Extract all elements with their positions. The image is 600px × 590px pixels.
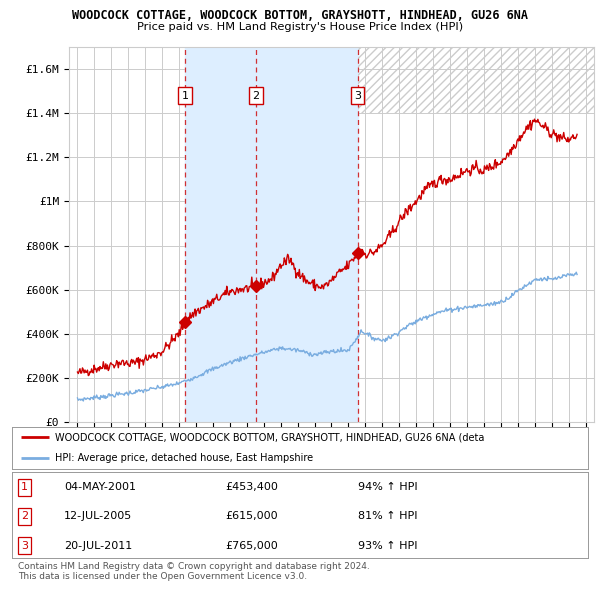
Text: 3: 3 bbox=[21, 540, 28, 550]
Bar bbox=[185, 47, 256, 422]
Bar bbox=[256, 47, 358, 422]
Text: 1: 1 bbox=[182, 91, 188, 101]
Text: HPI: Average price, detached house, East Hampshire: HPI: Average price, detached house, East… bbox=[55, 454, 313, 463]
Text: 3: 3 bbox=[354, 91, 361, 101]
Text: 1: 1 bbox=[21, 483, 28, 493]
Text: 2: 2 bbox=[21, 512, 28, 522]
Text: Contains HM Land Registry data © Crown copyright and database right 2024.
This d: Contains HM Land Registry data © Crown c… bbox=[18, 562, 370, 581]
Text: WOODCOCK COTTAGE, WOODCOCK BOTTOM, GRAYSHOTT, HINDHEAD, GU26 6NA: WOODCOCK COTTAGE, WOODCOCK BOTTOM, GRAYS… bbox=[72, 9, 528, 22]
Text: 81% ↑ HPI: 81% ↑ HPI bbox=[358, 512, 417, 522]
Text: £453,400: £453,400 bbox=[225, 483, 278, 493]
Text: 12-JUL-2005: 12-JUL-2005 bbox=[64, 512, 132, 522]
Text: £765,000: £765,000 bbox=[225, 540, 278, 550]
Text: 94% ↑ HPI: 94% ↑ HPI bbox=[358, 483, 417, 493]
Text: Price paid vs. HM Land Registry's House Price Index (HPI): Price paid vs. HM Land Registry's House … bbox=[137, 22, 463, 32]
Text: 20-JUL-2011: 20-JUL-2011 bbox=[64, 540, 132, 550]
Text: 04-MAY-2001: 04-MAY-2001 bbox=[64, 483, 136, 493]
Bar bbox=[358, 47, 594, 113]
Text: £615,000: £615,000 bbox=[225, 512, 278, 522]
Text: WOODCOCK COTTAGE, WOODCOCK BOTTOM, GRAYSHOTT, HINDHEAD, GU26 6NA (deta: WOODCOCK COTTAGE, WOODCOCK BOTTOM, GRAYS… bbox=[55, 432, 485, 442]
Text: 2: 2 bbox=[253, 91, 260, 101]
Text: 93% ↑ HPI: 93% ↑ HPI bbox=[358, 540, 417, 550]
